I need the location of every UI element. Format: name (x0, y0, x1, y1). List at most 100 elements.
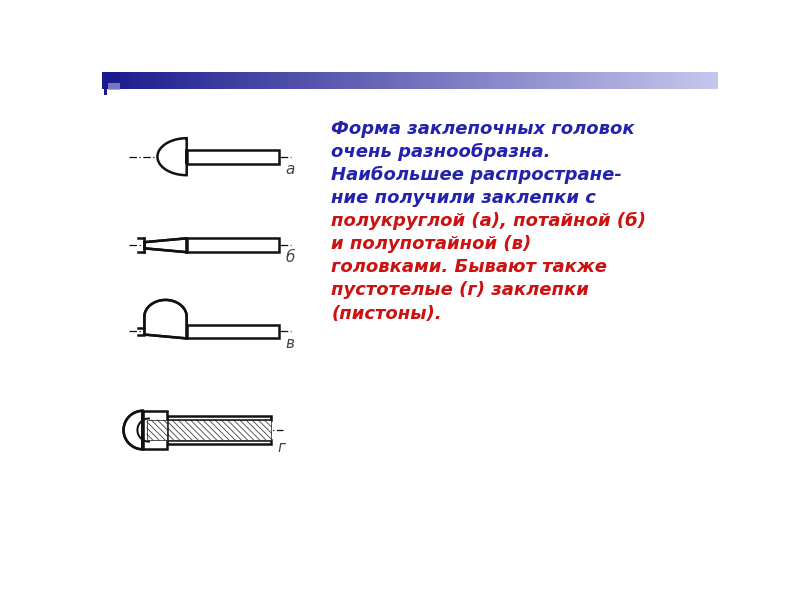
Bar (116, 72, 118, 89)
Bar (176, 72, 178, 89)
Bar (702, 72, 705, 89)
Bar (336, 72, 338, 89)
Text: б: б (286, 250, 294, 265)
Bar (371, 72, 374, 89)
Bar (592, 72, 594, 89)
Bar (402, 72, 405, 89)
Bar (106, 72, 109, 89)
Bar (296, 72, 298, 89)
Bar (214, 72, 217, 89)
Bar (134, 72, 137, 89)
Bar (467, 72, 470, 89)
Bar (522, 72, 525, 89)
Bar (599, 72, 602, 89)
Bar (556, 72, 558, 89)
Bar (398, 72, 400, 89)
Bar (302, 72, 305, 89)
Bar (161, 72, 163, 89)
Bar (622, 72, 625, 89)
Polygon shape (158, 138, 186, 175)
Bar (421, 72, 423, 89)
Bar (241, 72, 243, 89)
Bar (133, 72, 135, 89)
Bar (581, 72, 583, 89)
Bar (516, 72, 518, 89)
Bar (494, 72, 497, 89)
Bar (459, 72, 462, 89)
Bar (321, 72, 323, 89)
Bar (458, 72, 460, 89)
Bar (606, 72, 608, 89)
Bar (193, 72, 195, 89)
Bar (441, 72, 443, 89)
Bar (273, 72, 275, 89)
Bar (586, 72, 588, 89)
Bar (604, 72, 606, 89)
Bar (704, 72, 706, 89)
Bar (464, 72, 466, 89)
Bar (469, 72, 471, 89)
Bar (118, 72, 120, 89)
Bar (251, 72, 254, 89)
Bar (219, 72, 222, 89)
Bar (159, 72, 162, 89)
Bar (154, 72, 157, 89)
Bar (569, 72, 571, 89)
Bar (354, 72, 357, 89)
Bar (438, 72, 440, 89)
Bar (242, 72, 245, 89)
Bar (278, 72, 280, 89)
Bar (549, 72, 551, 89)
Text: полукруглой (а), потайной (б): полукруглой (а), потайной (б) (331, 212, 646, 230)
Bar (166, 72, 169, 89)
Bar (661, 72, 663, 89)
Bar (264, 72, 266, 89)
Bar (122, 72, 124, 89)
Text: г: г (278, 440, 286, 455)
Bar (519, 72, 522, 89)
Bar (674, 72, 676, 89)
Bar (717, 72, 718, 89)
Bar (598, 72, 600, 89)
Bar (308, 72, 310, 89)
Bar (450, 72, 452, 89)
Bar (684, 72, 686, 89)
Bar (188, 72, 190, 89)
Bar (394, 72, 397, 89)
Bar (298, 72, 300, 89)
Bar (474, 72, 477, 89)
Bar (677, 72, 678, 89)
Bar (206, 72, 209, 89)
Bar (644, 72, 646, 89)
Bar (138, 72, 140, 89)
Bar (639, 72, 642, 89)
Bar (211, 72, 214, 89)
Bar (170, 72, 172, 89)
Bar (186, 238, 279, 252)
Bar (501, 72, 503, 89)
Bar (331, 72, 334, 89)
Bar (130, 72, 132, 89)
Bar (389, 72, 390, 89)
Bar (366, 72, 368, 89)
Bar (284, 72, 286, 89)
Bar (351, 72, 354, 89)
Bar (559, 72, 562, 89)
Bar (294, 72, 297, 89)
Bar (324, 72, 326, 89)
Bar (664, 72, 666, 89)
Bar (299, 72, 302, 89)
Bar (293, 72, 295, 89)
Bar (226, 72, 227, 89)
Bar (228, 72, 230, 89)
Bar (230, 72, 232, 89)
Bar (444, 72, 446, 89)
Bar (314, 72, 317, 89)
Text: Форма заклепочных головок: Форма заклепочных головок (331, 120, 635, 138)
Bar (574, 72, 575, 89)
Bar (484, 72, 486, 89)
Text: а: а (286, 161, 294, 176)
Bar (104, 72, 107, 95)
Bar (344, 72, 346, 89)
Bar (647, 72, 650, 89)
